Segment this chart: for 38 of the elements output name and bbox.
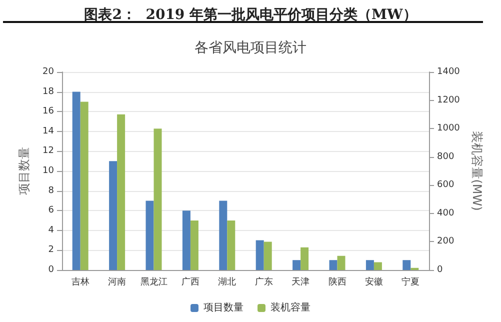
y-tick-label: 18 bbox=[42, 86, 54, 97]
y2-axis-title: 装机容量(MW) bbox=[470, 131, 484, 211]
legend-label: 装机容量 bbox=[270, 302, 310, 314]
bar bbox=[154, 128, 162, 270]
y2-tick-label: 600 bbox=[437, 180, 454, 190]
x-tick-label: 黑龙江 bbox=[140, 276, 168, 288]
x-tick-label: 陕西 bbox=[328, 276, 346, 288]
y2-tick-label: 1000 bbox=[437, 124, 460, 134]
y-tick-label: 14 bbox=[42, 126, 54, 136]
y-tick-label: 10 bbox=[42, 166, 54, 176]
y2-tick-label: 1400 bbox=[437, 67, 460, 77]
x-tick-label: 天津 bbox=[292, 276, 310, 288]
y-tick-label: 16 bbox=[42, 106, 54, 117]
chart-subtitle: 各省风电项目统计 bbox=[194, 40, 306, 56]
legend-label: 项目数量 bbox=[204, 302, 244, 314]
chart-title: 图表2： 2019 年第一批风电平价项目分类（MW） bbox=[84, 7, 417, 23]
x-tick-label: 河南 bbox=[108, 276, 126, 288]
x-tick-label: 吉林 bbox=[71, 276, 90, 288]
y-tick-label: 6 bbox=[48, 206, 54, 216]
y2-tick-label: 0 bbox=[437, 265, 443, 275]
bar bbox=[402, 260, 411, 270]
x-tick-label: 宁夏 bbox=[402, 276, 420, 288]
y-tick-label: 2 bbox=[48, 245, 54, 256]
y2-tick-label: 800 bbox=[437, 152, 454, 162]
x-tick-label: 安徽 bbox=[364, 276, 383, 288]
y2-tick-label: 1200 bbox=[437, 95, 460, 106]
y-tick-label: 0 bbox=[48, 265, 54, 275]
y-axis-title: 项目数量 bbox=[17, 147, 31, 195]
y2-tick-label: 200 bbox=[437, 236, 454, 247]
y-tick-label: 8 bbox=[48, 186, 54, 196]
y2-tick-label: 400 bbox=[437, 208, 454, 218]
x-tick-label: 湖北 bbox=[218, 276, 236, 288]
y-tick-label: 12 bbox=[42, 146, 54, 156]
x-tick-label: 广东 bbox=[254, 276, 273, 288]
y-tick-label: 20 bbox=[42, 67, 54, 77]
x-tick-label: 广西 bbox=[181, 276, 200, 288]
bar bbox=[300, 247, 309, 270]
y-tick-label: 4 bbox=[48, 225, 54, 236]
